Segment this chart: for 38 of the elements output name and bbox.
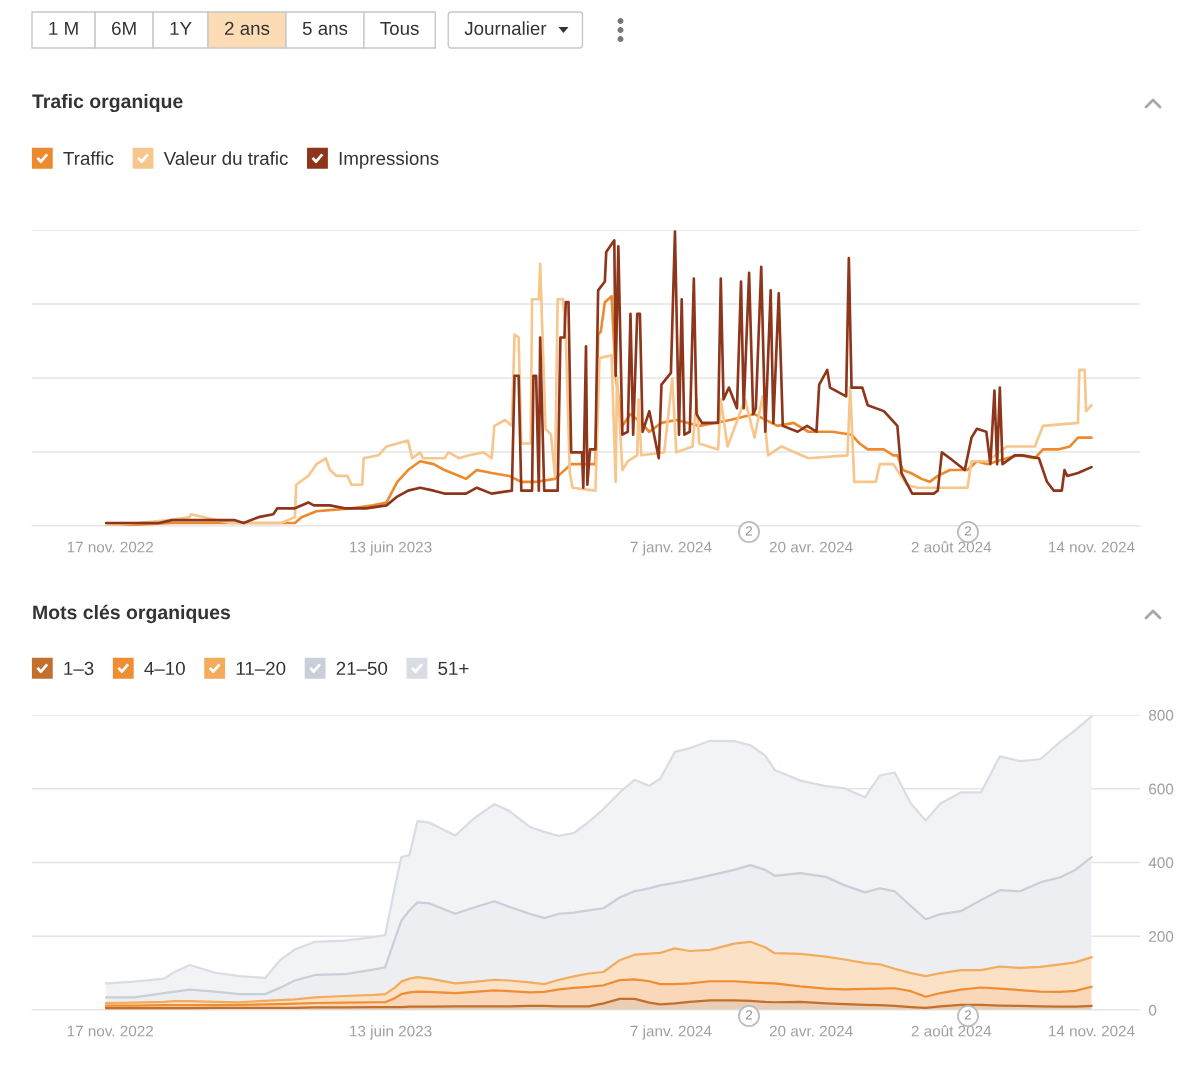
legend-label: 21–50 bbox=[336, 661, 388, 676]
x-tick-label: 17 nov. 2022 bbox=[67, 1025, 154, 1037]
x-tick-label: 20 avr. 2024 bbox=[769, 541, 853, 553]
text: 1Y bbox=[170, 21, 192, 35]
x-tick-label: 14 nov. 2024 bbox=[1049, 1025, 1135, 1037]
text: Tous bbox=[380, 21, 419, 36]
x-tick-label: 2 août 2024 bbox=[911, 1025, 992, 1037]
y-tick-label: 0 bbox=[1148, 1004, 1157, 1016]
x-tick-label: 7 janv. 2024 bbox=[630, 1025, 712, 1040]
text: 5 ans bbox=[302, 21, 348, 36]
x-tick-label: 17 nov. 2022 bbox=[67, 541, 154, 553]
legend-label: 4–10 bbox=[144, 661, 185, 676]
text: 2 bbox=[746, 526, 753, 536]
legend-label: Traffic bbox=[63, 151, 114, 166]
y-tick-label: 800 bbox=[1149, 709, 1174, 721]
text: 2 bbox=[965, 1010, 972, 1020]
text: 1 M bbox=[49, 21, 78, 35]
text: 6M bbox=[112, 21, 136, 36]
y-tick-label: 600 bbox=[1149, 783, 1174, 795]
x-tick-label: 2 août 2024 bbox=[911, 541, 992, 553]
text: Journalier bbox=[464, 21, 547, 36]
chart-title: Trafic organique bbox=[32, 93, 183, 113]
y-tick-label: 200 bbox=[1149, 931, 1174, 942]
text: 2 ans bbox=[225, 21, 270, 36]
text: 2 bbox=[746, 1010, 753, 1020]
x-tick-label: 20 avr. 2024 bbox=[769, 1025, 853, 1037]
legend-label: 11–20 bbox=[236, 661, 286, 676]
x-tick-label: 14 nov. 2024 bbox=[1049, 541, 1135, 553]
legend-label: 1–3 bbox=[64, 661, 94, 676]
x-tick-label: 13 juin 2023 bbox=[350, 541, 432, 556]
legend-label: Impressions bbox=[339, 151, 439, 169]
text: 2 bbox=[965, 526, 972, 536]
legend-label: 51+ bbox=[438, 661, 469, 676]
y-tick-label: 400 bbox=[1148, 857, 1174, 869]
x-tick-label: 7 janv. 2024 bbox=[630, 541, 712, 556]
chart-title: Mots clés organiques bbox=[33, 604, 231, 624]
legend-label: Valeur du trafic bbox=[163, 151, 288, 166]
x-tick-label: 13 juin 2023 bbox=[350, 1025, 432, 1040]
